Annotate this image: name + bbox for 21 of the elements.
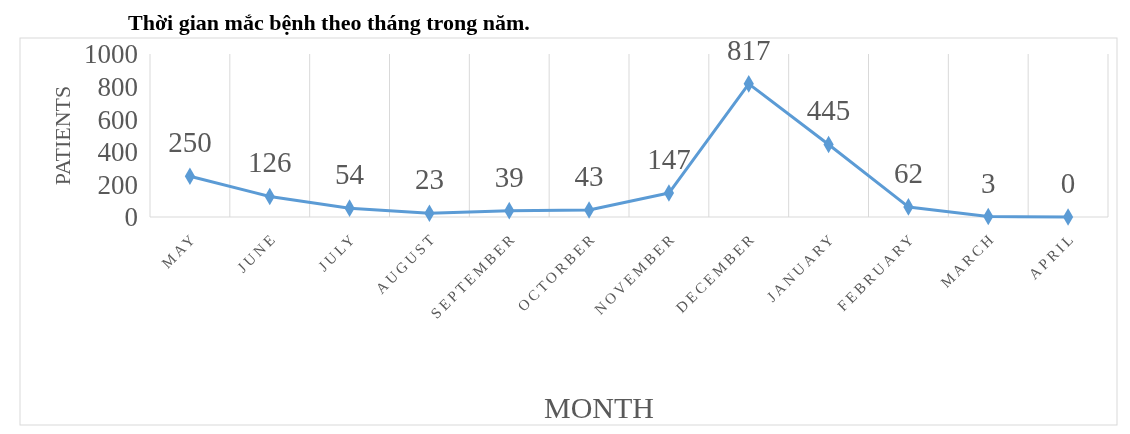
- data-label: 147: [647, 143, 691, 176]
- data-label: 43: [574, 159, 604, 192]
- data-label: 39: [494, 160, 524, 193]
- data-label: 126: [248, 146, 292, 179]
- y-tick-label: 400: [97, 137, 138, 168]
- data-label: 817: [727, 33, 771, 66]
- y-tick-label: 800: [97, 72, 138, 103]
- data-label: 23: [414, 163, 444, 196]
- data-label: 250: [168, 126, 212, 159]
- data-label: 62: [893, 156, 923, 189]
- y-tick-label: 600: [97, 104, 138, 135]
- chart-title: Thời gian mắc bệnh theo tháng trong năm.: [128, 10, 530, 35]
- y-tick-label: 200: [97, 169, 138, 200]
- y-tick-label: 0: [124, 202, 138, 233]
- y-axis-title: PATIENTS: [50, 85, 75, 186]
- data-label: 445: [806, 94, 851, 127]
- data-label: 3: [981, 166, 996, 199]
- data-label: 0: [1060, 167, 1076, 199]
- x-axis-title: MONTH: [544, 391, 654, 424]
- data-label: 54: [335, 158, 365, 191]
- y-tick-label: 1000: [84, 39, 138, 70]
